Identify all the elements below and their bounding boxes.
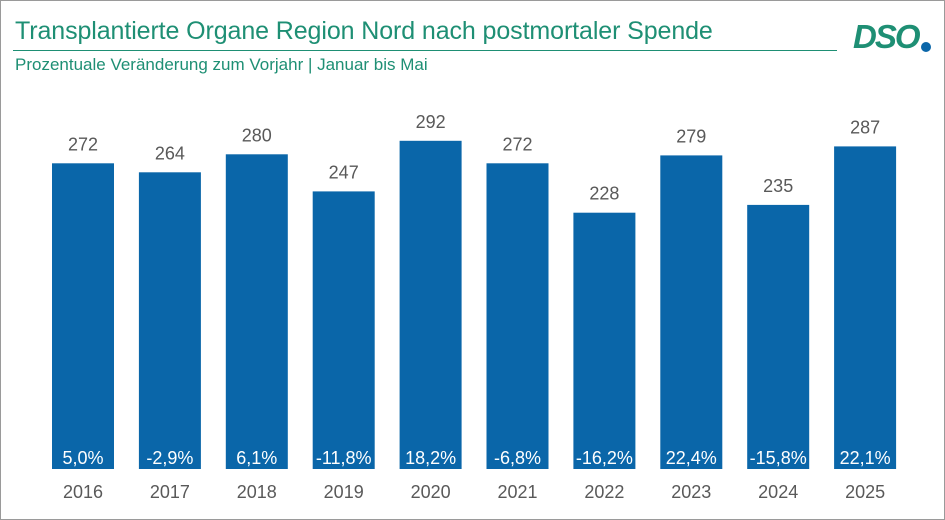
x-tick-label-2016: 2016 xyxy=(63,482,103,502)
x-tick-label-2021: 2021 xyxy=(497,482,537,502)
value-label-2022: 228 xyxy=(589,184,619,204)
value-label-2023: 279 xyxy=(676,126,706,146)
x-tick-label-2024: 2024 xyxy=(758,482,798,502)
bar-2024 xyxy=(747,204,810,469)
x-tick-label-2018: 2018 xyxy=(237,482,277,502)
bar-2016 xyxy=(52,163,114,470)
pct-change-label-2024: -15,8% xyxy=(750,448,807,468)
pct-change-label-2020: 18,2% xyxy=(405,448,456,468)
bar-2020 xyxy=(399,140,462,470)
pct-change-label-2016: 5,0% xyxy=(62,448,103,468)
value-label-2016: 272 xyxy=(68,134,98,154)
dso-logo-dot xyxy=(921,42,931,52)
value-label-2025: 287 xyxy=(850,117,880,137)
pct-change-label-2019: -11,8% xyxy=(316,448,372,468)
bar-2022 xyxy=(573,212,636,469)
chart-title: Transplantierte Organe Region Nord nach … xyxy=(15,17,713,45)
pct-change-label-2022: -16,2% xyxy=(576,448,633,468)
bar-2025 xyxy=(834,146,897,469)
pct-change-label-2018: 6,1% xyxy=(236,448,277,468)
title-divider xyxy=(13,50,837,51)
bar-2018 xyxy=(225,154,288,470)
value-label-2024: 235 xyxy=(763,176,793,196)
pct-change-label-2025: 22,1% xyxy=(840,448,891,468)
x-tick-label-2022: 2022 xyxy=(584,482,624,502)
bar-2017 xyxy=(138,172,201,470)
pct-change-label-2021: -6,8% xyxy=(494,448,541,468)
value-label-2019: 247 xyxy=(329,162,359,182)
bar-2023 xyxy=(660,155,723,469)
x-tick-label-2020: 2020 xyxy=(411,482,451,502)
pct-change-label-2017: -2,9% xyxy=(146,448,193,468)
value-label-2020: 292 xyxy=(416,112,446,132)
value-label-2021: 272 xyxy=(502,134,532,154)
value-label-2018: 280 xyxy=(242,125,272,145)
x-tick-label-2025: 2025 xyxy=(845,482,885,502)
x-tick-label-2023: 2023 xyxy=(671,482,711,502)
bar-2019 xyxy=(312,191,375,469)
dso-logo-text: DSO xyxy=(853,18,921,55)
x-tick-label-2017: 2017 xyxy=(150,482,190,502)
chart-subtitle: Prozentuale Veränderung zum Vorjahr | Ja… xyxy=(15,55,428,74)
value-label-2017: 264 xyxy=(155,143,185,163)
pct-change-label-2023: 22,4% xyxy=(666,448,717,468)
dso-logo: DSO xyxy=(853,18,931,55)
x-tick-label-2019: 2019 xyxy=(324,482,364,502)
bar-2021 xyxy=(486,163,549,470)
